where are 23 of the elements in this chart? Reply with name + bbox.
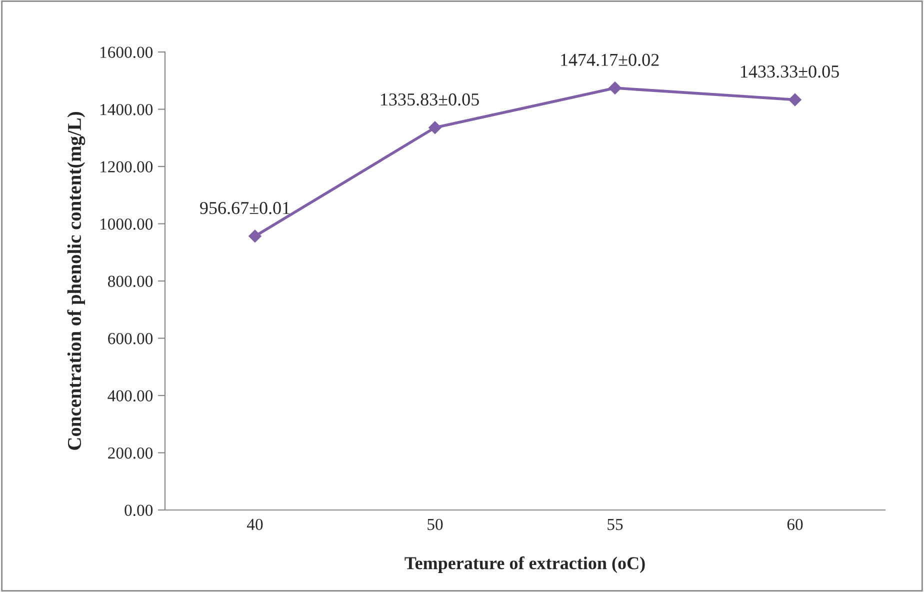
y-tick-label: 1000.00 <box>100 218 153 230</box>
point <box>608 82 622 94</box>
y-tick-label: 1200.00 <box>100 161 153 173</box>
y-tick-label: 0.00 <box>124 504 153 516</box>
y-tick-label: 1600.00 <box>100 46 153 58</box>
x-axis-title: Temperature of extraction (oC) <box>404 556 645 573</box>
y-axis-title: Concentration of phenolic content(mg/L) <box>67 112 86 450</box>
x-tick-label: 50 <box>428 518 443 530</box>
x-tick-label: 55 <box>608 518 623 530</box>
y-tick-label: 400.00 <box>108 390 153 402</box>
data-label: 1335.83±0.05 <box>381 93 479 106</box>
y-tick-label: 200.00 <box>108 447 153 459</box>
point <box>248 230 262 243</box>
y-tick-label: 600.00 <box>108 332 153 344</box>
point <box>428 121 442 134</box>
y-tick-label: 800.00 <box>108 276 153 288</box>
point <box>788 93 802 106</box>
x-tick-label: 40 <box>246 518 263 530</box>
data-label: 1433.33±0.05 <box>741 65 839 78</box>
x-tick-label: 60 <box>787 518 803 530</box>
y-tick-label: 1400.00 <box>100 104 153 116</box>
data-label: 956.67±0.01 <box>200 202 290 214</box>
data-label: 1474.17±0.02 <box>561 54 659 66</box>
